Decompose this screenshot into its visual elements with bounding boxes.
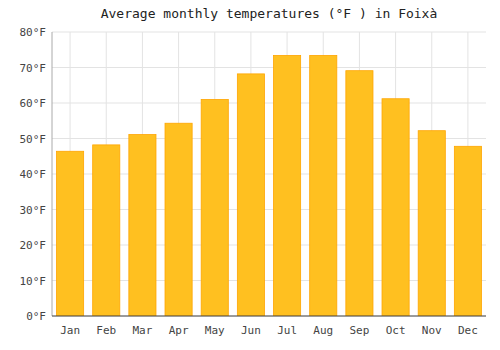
x-tick-label: Oct xyxy=(386,324,406,337)
y-tick-label: 0°F xyxy=(26,310,46,323)
bar xyxy=(201,99,228,316)
x-tick-label: Feb xyxy=(96,324,116,337)
x-tick-label: Dec xyxy=(458,324,478,337)
x-tick-label: Sep xyxy=(349,324,369,337)
y-grid-line xyxy=(52,103,486,104)
x-tick-label: Aug xyxy=(313,324,333,337)
x-tick-label: Apr xyxy=(169,324,189,337)
x-tick-label: Jan xyxy=(60,324,80,337)
y-tick-label: 20°F xyxy=(20,239,47,252)
y-tick-label: 70°F xyxy=(20,62,47,75)
y-tick-label: 80°F xyxy=(20,26,47,39)
bar xyxy=(57,151,84,316)
bar xyxy=(237,74,264,316)
x-tick-label: May xyxy=(205,324,225,337)
y-tick-label: 50°F xyxy=(20,133,47,146)
grid xyxy=(52,32,486,316)
bar xyxy=(274,55,301,316)
bar xyxy=(418,131,445,316)
x-tick-label: Nov xyxy=(422,324,442,337)
bar xyxy=(129,135,156,316)
y-grid-line xyxy=(52,316,486,317)
bar xyxy=(346,71,373,316)
chart-container: Average monthly temperatures (°F ) in Fo… xyxy=(0,0,500,350)
x-tick-label: Mar xyxy=(132,324,152,337)
y-tick-label: 40°F xyxy=(20,168,47,181)
bars xyxy=(57,55,482,316)
x-tick-label: Jul xyxy=(277,324,297,337)
y-axis-line xyxy=(52,32,53,316)
bar xyxy=(310,55,337,316)
y-grid-line xyxy=(52,32,486,33)
y-grid-line xyxy=(52,67,486,68)
chart: Average monthly temperatures (°F ) in Fo… xyxy=(0,0,500,350)
x-tick-label: Jun xyxy=(241,324,261,337)
y-tick-label: 60°F xyxy=(20,97,47,110)
y-tick-label: 30°F xyxy=(20,204,47,217)
y-tick-label: 10°F xyxy=(20,275,47,288)
bar xyxy=(93,145,120,316)
bar xyxy=(382,99,409,316)
bar xyxy=(165,123,192,316)
bar xyxy=(454,146,481,316)
title: Average monthly temperatures (°F ) in Fo… xyxy=(101,6,438,21)
x-axis-line xyxy=(52,316,486,317)
